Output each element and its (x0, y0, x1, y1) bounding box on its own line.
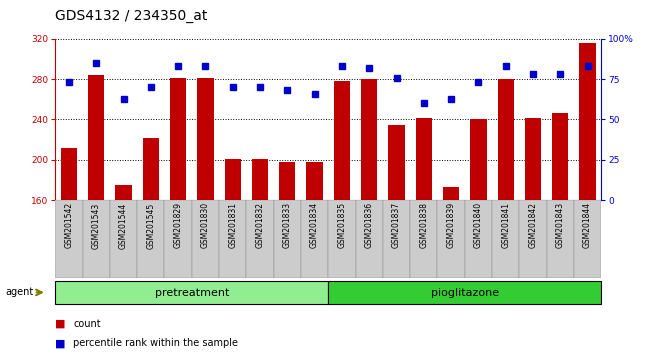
Text: GSM201831: GSM201831 (228, 202, 237, 249)
Bar (519, 200, 547, 278)
Bar (470, 119, 487, 200)
Bar (83, 200, 110, 278)
Bar (579, 43, 596, 200)
Text: GSM201841: GSM201841 (501, 202, 510, 249)
Text: GSM201839: GSM201839 (447, 202, 456, 249)
Bar (246, 200, 274, 278)
Bar (252, 159, 268, 200)
Text: GSM201832: GSM201832 (255, 202, 265, 249)
Bar (492, 200, 519, 278)
Bar (574, 200, 601, 278)
Bar (443, 187, 460, 200)
Bar (88, 75, 105, 200)
Text: GSM201544: GSM201544 (119, 202, 128, 249)
Bar (55, 200, 83, 278)
Bar (279, 162, 296, 200)
Text: percentile rank within the sample: percentile rank within the sample (73, 338, 239, 348)
Text: GSM201838: GSM201838 (419, 202, 428, 249)
Bar (301, 200, 328, 278)
Bar (170, 78, 187, 200)
Bar (274, 200, 301, 278)
Text: GSM201830: GSM201830 (201, 202, 210, 249)
Bar (192, 200, 219, 278)
Bar (552, 113, 569, 200)
Bar (60, 148, 77, 200)
Bar (361, 79, 378, 200)
Bar (547, 200, 574, 278)
Bar (224, 159, 241, 200)
Text: ■: ■ (55, 319, 66, 329)
Text: GSM201840: GSM201840 (474, 202, 483, 249)
Bar (110, 200, 137, 278)
Text: GDS4132 / 234350_at: GDS4132 / 234350_at (55, 9, 207, 23)
Bar (415, 119, 432, 200)
Text: GSM201844: GSM201844 (583, 202, 592, 249)
Bar (115, 185, 132, 200)
Text: ■: ■ (55, 338, 66, 348)
Bar (383, 200, 410, 278)
Text: GSM201834: GSM201834 (310, 202, 319, 249)
Bar (197, 78, 214, 200)
Text: GSM201543: GSM201543 (92, 202, 101, 249)
Bar (328, 281, 601, 304)
Bar (333, 81, 350, 200)
Text: GSM201833: GSM201833 (283, 202, 292, 249)
Bar (328, 200, 356, 278)
Bar (137, 200, 164, 278)
Bar (497, 79, 514, 200)
Bar (388, 125, 405, 200)
Text: GSM201836: GSM201836 (365, 202, 374, 249)
Bar (164, 200, 192, 278)
Text: GSM201545: GSM201545 (146, 202, 155, 249)
Bar (437, 200, 465, 278)
Bar (356, 200, 383, 278)
Text: GSM201829: GSM201829 (174, 202, 183, 249)
Bar (465, 200, 492, 278)
Text: count: count (73, 319, 101, 329)
Text: pioglitazone: pioglitazone (431, 288, 499, 298)
Text: GSM201542: GSM201542 (64, 202, 73, 249)
Text: GSM201835: GSM201835 (337, 202, 346, 249)
Bar (410, 200, 437, 278)
Text: GSM201842: GSM201842 (528, 202, 538, 249)
Text: pretreatment: pretreatment (155, 288, 229, 298)
Bar (142, 138, 159, 200)
Text: GSM201837: GSM201837 (392, 202, 401, 249)
Text: GSM201843: GSM201843 (556, 202, 565, 249)
Bar (219, 200, 246, 278)
Text: agent: agent (5, 287, 33, 297)
Bar (55, 281, 328, 304)
Bar (306, 162, 323, 200)
Bar (525, 119, 541, 200)
